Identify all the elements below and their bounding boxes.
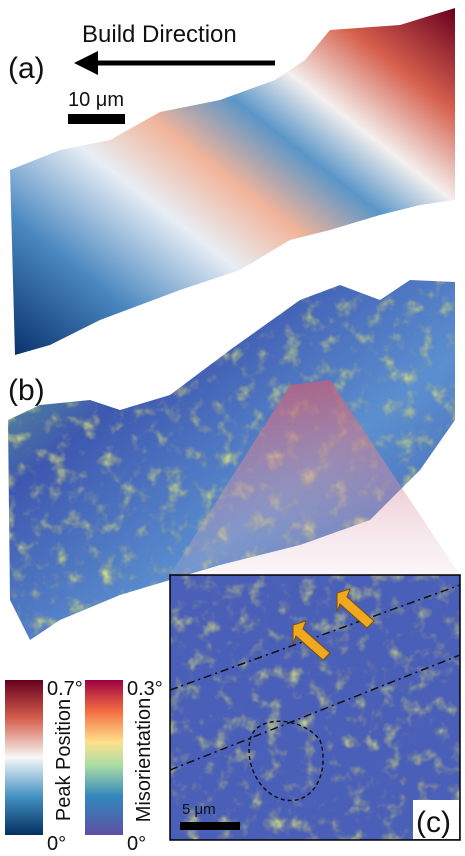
zoom-region: [170, 380, 460, 575]
colorbar-min: 0°: [47, 833, 66, 855]
panel-label: (c): [416, 806, 451, 839]
scale-bar-label: 10 μm: [68, 89, 124, 111]
zoom-map: [170, 575, 460, 840]
panel-label: (b): [8, 374, 45, 407]
label-bg: [413, 800, 459, 839]
colorbar-title: Peak Position: [53, 699, 75, 821]
colorbar: [5, 680, 43, 835]
colorbar-max: 0.7°: [47, 678, 83, 700]
direction-label: Build Direction: [82, 21, 237, 48]
colorbar-max: 0.3°: [127, 678, 163, 700]
peak-position-map: [10, 8, 455, 355]
panel-label: (a): [8, 52, 45, 85]
colorbar-min: 0°: [127, 833, 146, 855]
zoom-frame: [169, 574, 461, 841]
colorbar: [85, 680, 123, 835]
colorbar-title: Misorientation: [133, 698, 155, 823]
direction-arrowhead: [74, 51, 98, 75]
scale-bar: [68, 114, 125, 124]
scale-bar-label: 5 μm: [182, 801, 216, 818]
arrows: [292, 588, 375, 661]
scale-bar: [180, 822, 240, 830]
